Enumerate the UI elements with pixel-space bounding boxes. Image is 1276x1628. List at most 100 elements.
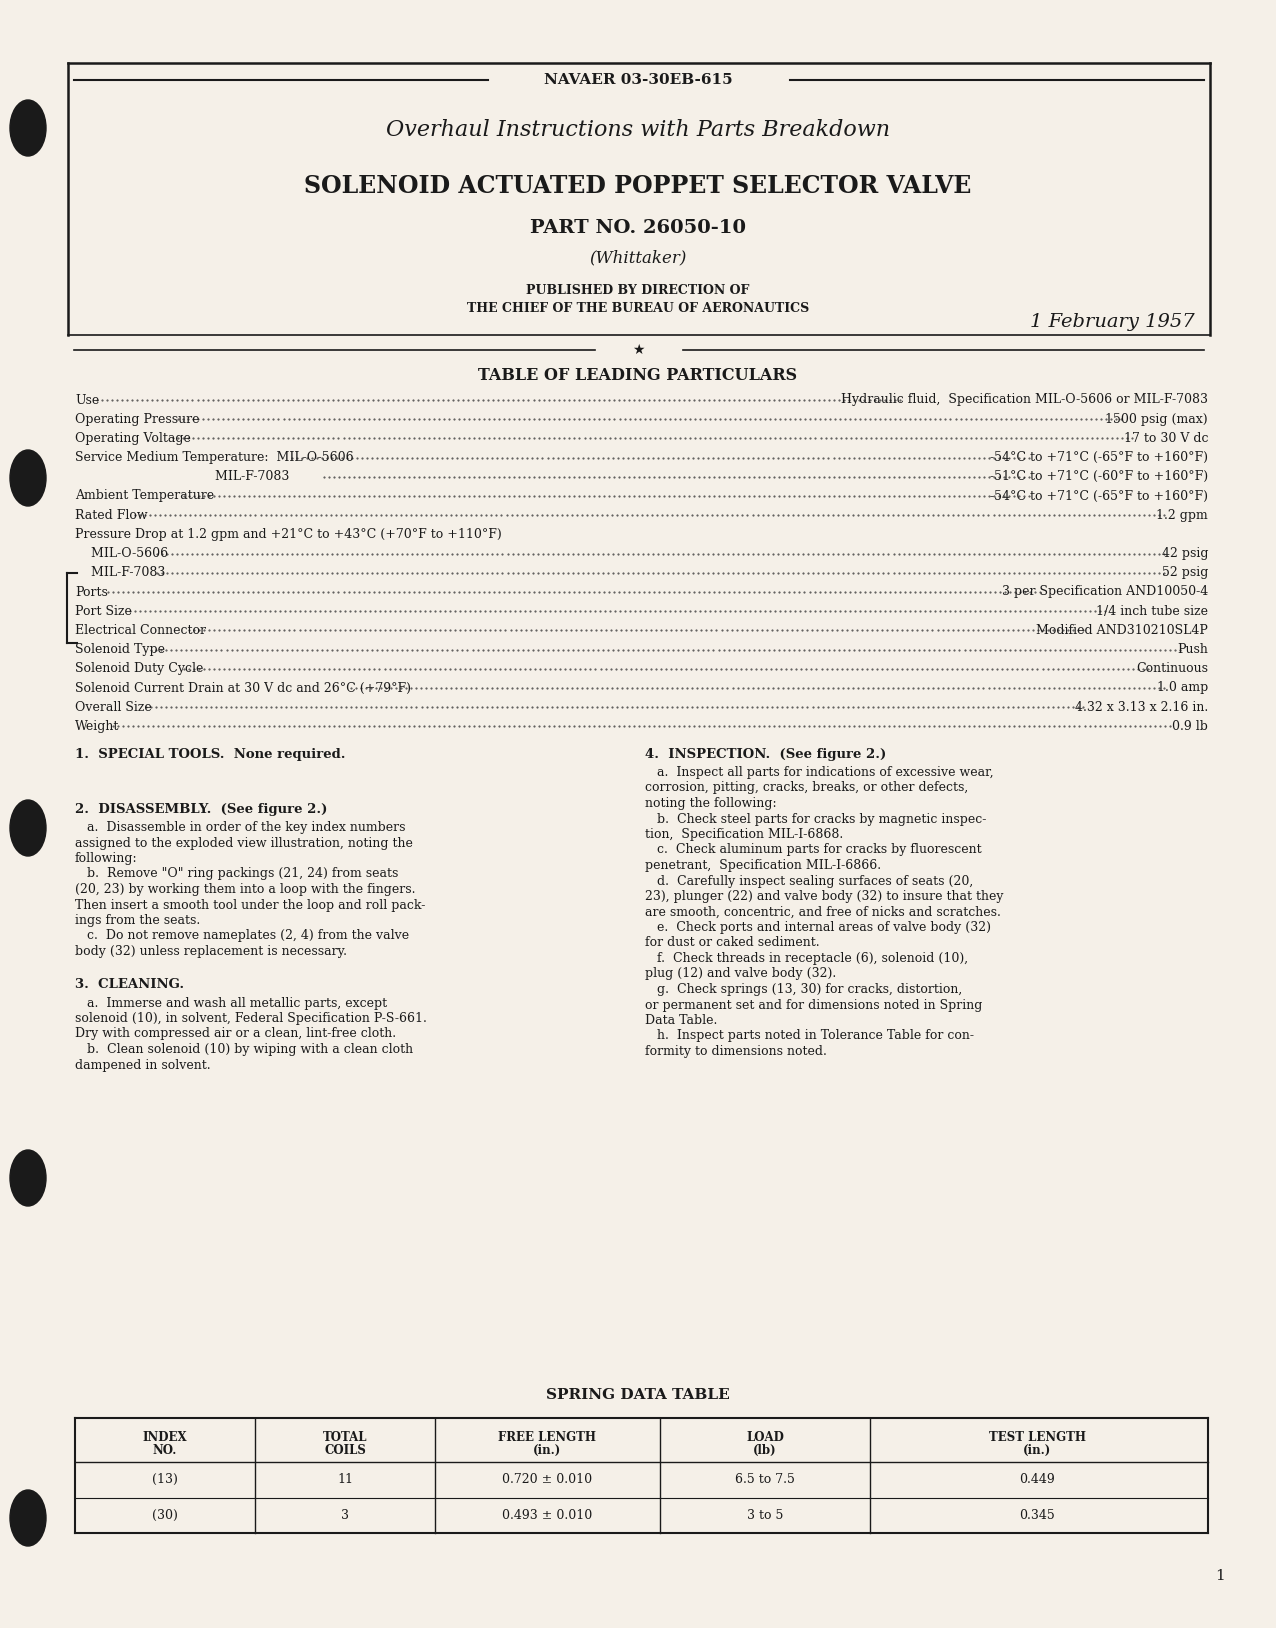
Text: e.  Check ports and internal areas of valve body (32): e. Check ports and internal areas of val… xyxy=(644,921,991,934)
Text: FREE LENGTH: FREE LENGTH xyxy=(499,1431,596,1444)
Text: PUBLISHED BY DIRECTION OF: PUBLISHED BY DIRECTION OF xyxy=(526,283,750,296)
Ellipse shape xyxy=(10,1490,46,1547)
Text: -54°C to +71°C (-65°F to +160°F): -54°C to +71°C (-65°F to +160°F) xyxy=(990,451,1208,464)
Text: 3.  CLEANING.: 3. CLEANING. xyxy=(75,978,184,991)
Text: Hydraulic fluid,  Specification MIL-O-5606 or MIL-F-7083: Hydraulic fluid, Specification MIL-O-560… xyxy=(841,394,1208,407)
Text: ings from the seats.: ings from the seats. xyxy=(75,913,200,926)
Text: d.  Carefully inspect sealing surfaces of seats (20,: d. Carefully inspect sealing surfaces of… xyxy=(644,874,974,887)
Text: LOAD: LOAD xyxy=(746,1431,783,1444)
Text: assigned to the exploded view illustration, noting the: assigned to the exploded view illustrati… xyxy=(75,837,413,850)
Text: plug (12) and valve body (32).: plug (12) and valve body (32). xyxy=(644,967,836,980)
Text: a.  Immerse and wash all metallic parts, except: a. Immerse and wash all metallic parts, … xyxy=(75,996,387,1009)
Text: MIL-F-7083: MIL-F-7083 xyxy=(75,567,166,580)
Text: -54°C to +71°C (-65°F to +160°F): -54°C to +71°C (-65°F to +160°F) xyxy=(990,490,1208,503)
Text: c.  Check aluminum parts for cracks by fluorescent: c. Check aluminum parts for cracks by fl… xyxy=(644,843,981,856)
Text: 42 psig: 42 psig xyxy=(1161,547,1208,560)
Text: Operating Pressure: Operating Pressure xyxy=(75,414,199,425)
Text: (30): (30) xyxy=(152,1509,177,1522)
Text: Solenoid Duty Cycle: Solenoid Duty Cycle xyxy=(75,663,203,676)
Text: h.  Inspect parts noted in Tolerance Table for con-: h. Inspect parts noted in Tolerance Tabl… xyxy=(644,1029,974,1042)
Text: 1.2 gpm: 1.2 gpm xyxy=(1156,508,1208,521)
Text: penetrant,  Specification MIL-I-6866.: penetrant, Specification MIL-I-6866. xyxy=(644,860,882,873)
Text: (lb): (lb) xyxy=(753,1444,777,1457)
Text: formity to dimensions noted.: formity to dimensions noted. xyxy=(644,1045,827,1058)
Text: tion,  Specification MIL-I-6868.: tion, Specification MIL-I-6868. xyxy=(644,829,843,842)
Text: 0.720 ± 0.010: 0.720 ± 0.010 xyxy=(503,1473,592,1486)
Text: (in.): (in.) xyxy=(1023,1444,1051,1457)
Text: or permanent set and for dimensions noted in Spring: or permanent set and for dimensions note… xyxy=(644,998,983,1011)
Text: THE CHIEF OF THE BUREAU OF AERONAUTICS: THE CHIEF OF THE BUREAU OF AERONAUTICS xyxy=(467,301,809,314)
Text: NO.: NO. xyxy=(153,1444,177,1457)
Text: -51°C to +71°C (-60°F to +160°F): -51°C to +71°C (-60°F to +160°F) xyxy=(990,470,1208,484)
Text: Overall Size: Overall Size xyxy=(75,700,152,713)
Text: INDEX: INDEX xyxy=(143,1431,188,1444)
Text: Modified AND310210SL4P: Modified AND310210SL4P xyxy=(1036,624,1208,637)
Text: PART NO. 26050-10: PART NO. 26050-10 xyxy=(530,220,746,238)
Text: 0.9 lb: 0.9 lb xyxy=(1173,720,1208,733)
Text: 1: 1 xyxy=(1215,1569,1225,1582)
Text: 1/4 inch tube size: 1/4 inch tube size xyxy=(1096,604,1208,617)
Text: b.  Remove "O" ring packings (21, 24) from seats: b. Remove "O" ring packings (21, 24) fro… xyxy=(75,868,398,881)
Text: body (32) unless replacement is necessary.: body (32) unless replacement is necessar… xyxy=(75,944,347,957)
Text: 4.32 x 3.13 x 2.16 in.: 4.32 x 3.13 x 2.16 in. xyxy=(1074,700,1208,713)
Text: noting the following:: noting the following: xyxy=(644,798,777,811)
Text: (13): (13) xyxy=(152,1473,177,1486)
Text: Use: Use xyxy=(75,394,100,407)
Text: SOLENOID ACTUATED POPPET SELECTOR VALVE: SOLENOID ACTUATED POPPET SELECTOR VALVE xyxy=(304,174,972,199)
Text: (20, 23) by working them into a loop with the fingers.: (20, 23) by working them into a loop wit… xyxy=(75,882,416,895)
Text: Weight: Weight xyxy=(75,720,120,733)
Text: Rated Flow: Rated Flow xyxy=(75,508,148,521)
Text: 4.  INSPECTION.  (See figure 2.): 4. INSPECTION. (See figure 2.) xyxy=(644,747,887,760)
Text: 3 per Specification AND10050-4: 3 per Specification AND10050-4 xyxy=(1002,586,1208,599)
Text: 2.  DISASSEMBLY.  (See figure 2.): 2. DISASSEMBLY. (See figure 2.) xyxy=(75,803,328,816)
Ellipse shape xyxy=(10,799,46,856)
Text: MIL-F-7083: MIL-F-7083 xyxy=(75,470,290,484)
Text: Data Table.: Data Table. xyxy=(644,1014,717,1027)
Text: Service Medium Temperature:  MIL-O-5606: Service Medium Temperature: MIL-O-5606 xyxy=(75,451,353,464)
Text: Pressure Drop at 1.2 gpm and +21°C to +43°C (+70°F to +110°F): Pressure Drop at 1.2 gpm and +21°C to +4… xyxy=(75,527,501,540)
Ellipse shape xyxy=(10,99,46,156)
Text: corrosion, pitting, cracks, breaks, or other defects,: corrosion, pitting, cracks, breaks, or o… xyxy=(644,781,968,794)
Text: f.  Check threads in receptacle (6), solenoid (10),: f. Check threads in receptacle (6), sole… xyxy=(644,952,968,965)
Text: solenoid (10), in solvent, Federal Specification P-S-661.: solenoid (10), in solvent, Federal Speci… xyxy=(75,1013,427,1026)
Text: Ports: Ports xyxy=(75,586,108,599)
Text: following:: following: xyxy=(75,851,138,864)
Text: 1 February 1957: 1 February 1957 xyxy=(1031,313,1196,330)
Text: Overhaul Instructions with Parts Breakdown: Overhaul Instructions with Parts Breakdo… xyxy=(385,119,891,142)
Text: 3 to 5: 3 to 5 xyxy=(746,1509,783,1522)
Text: b.  Clean solenoid (10) by wiping with a clean cloth: b. Clean solenoid (10) by wiping with a … xyxy=(75,1044,413,1057)
Text: TABLE OF LEADING PARTICULARS: TABLE OF LEADING PARTICULARS xyxy=(478,368,798,384)
Ellipse shape xyxy=(10,1149,46,1206)
Text: Then insert a smooth tool under the loop and roll pack-: Then insert a smooth tool under the loop… xyxy=(75,899,425,912)
Text: ★: ★ xyxy=(632,344,644,357)
Text: g.  Check springs (13, 30) for cracks, distortion,: g. Check springs (13, 30) for cracks, di… xyxy=(644,983,962,996)
Text: (Whittaker): (Whittaker) xyxy=(590,249,686,267)
Text: Solenoid Current Drain at 30 V dc and 26°C (+79°F): Solenoid Current Drain at 30 V dc and 26… xyxy=(75,682,411,695)
Text: 17 to 30 V dc: 17 to 30 V dc xyxy=(1123,431,1208,444)
Text: 52 psig: 52 psig xyxy=(1161,567,1208,580)
Text: Continuous: Continuous xyxy=(1136,663,1208,676)
Text: dampened in solvent.: dampened in solvent. xyxy=(75,1058,211,1071)
Text: 23), plunger (22) and valve body (32) to insure that they: 23), plunger (22) and valve body (32) to… xyxy=(644,891,1003,904)
Text: Solenoid Type: Solenoid Type xyxy=(75,643,165,656)
Text: SPRING DATA TABLE: SPRING DATA TABLE xyxy=(546,1389,730,1402)
Text: 1.0 amp: 1.0 amp xyxy=(1157,682,1208,695)
Text: 1500 psig (max): 1500 psig (max) xyxy=(1105,414,1208,425)
Text: Dry with compressed air or a clean, lint-free cloth.: Dry with compressed air or a clean, lint… xyxy=(75,1027,396,1040)
Text: a.  Disassemble in order of the key index numbers: a. Disassemble in order of the key index… xyxy=(75,821,406,834)
Text: 0.449: 0.449 xyxy=(1020,1473,1055,1486)
Text: 6.5 to 7.5: 6.5 to 7.5 xyxy=(735,1473,795,1486)
Text: Operating Voltage: Operating Voltage xyxy=(75,431,191,444)
Text: NAVAER 03-30EB-615: NAVAER 03-30EB-615 xyxy=(544,73,732,86)
Text: are smooth, concentric, and free of nicks and scratches.: are smooth, concentric, and free of nick… xyxy=(644,905,1000,918)
Text: Ambient Temperature: Ambient Temperature xyxy=(75,490,214,503)
Text: Electrical Connector: Electrical Connector xyxy=(75,624,205,637)
Text: for dust or caked sediment.: for dust or caked sediment. xyxy=(644,936,819,949)
Text: 0.493 ± 0.010: 0.493 ± 0.010 xyxy=(503,1509,592,1522)
Text: TEST LENGTH: TEST LENGTH xyxy=(989,1431,1086,1444)
Ellipse shape xyxy=(10,449,46,506)
Text: Push: Push xyxy=(1178,643,1208,656)
Text: a.  Inspect all parts for indications of excessive wear,: a. Inspect all parts for indications of … xyxy=(644,767,994,780)
Text: 0.345: 0.345 xyxy=(1020,1509,1055,1522)
Text: TOTAL: TOTAL xyxy=(323,1431,367,1444)
